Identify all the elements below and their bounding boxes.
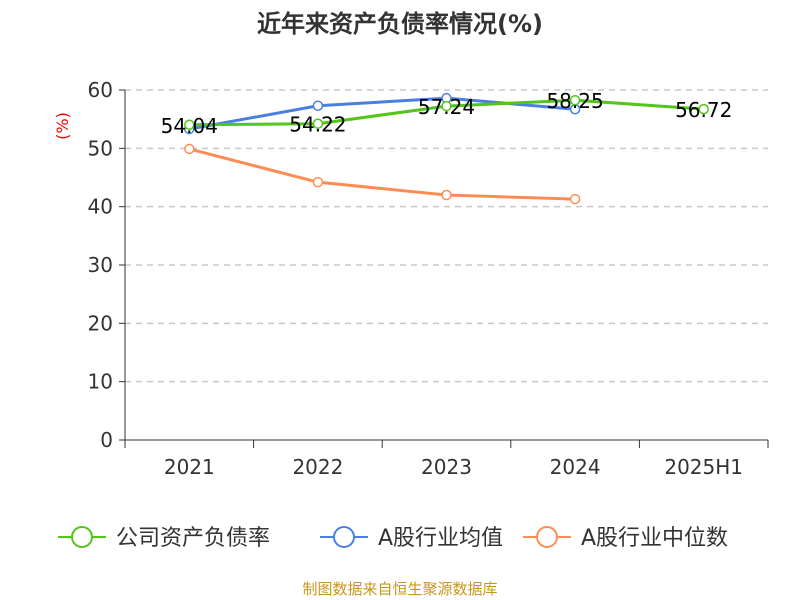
legend-label: A股行业中位数 [581,526,728,551]
data-point [441,100,452,112]
y-tick-label: 40 [88,195,113,219]
data-point [312,118,324,129]
y-tick-label: 50 [88,136,113,160]
data-label: 57.24 [418,95,475,119]
data-point [184,119,195,131]
data-point [569,94,581,106]
data-point [441,189,452,201]
data-label: 58.25 [546,89,603,113]
x-tick-label: 2021 [164,455,215,479]
data-label: 54.04 [161,114,218,138]
data-label: 54.22 [289,113,346,137]
x-tick-label: 2025H1 [664,455,743,479]
data-point [184,143,195,155]
legend-marker [536,526,558,548]
y-tick-label: 10 [88,370,113,394]
y-axis-unit: (%) [53,112,72,140]
x-tick-label: 2024 [550,455,601,479]
data-point [312,100,324,111]
data-point [569,193,581,205]
data-label: 56.72 [675,98,732,122]
y-tick-label: 30 [88,253,113,277]
y-tick-label: 0 [100,428,113,452]
data-point [698,103,709,115]
x-tick-label: 2022 [292,455,343,479]
series-line [188,147,576,201]
y-tick-label: 60 [88,78,113,102]
data-point [312,176,324,188]
legend-marker [71,526,93,548]
y-tick-label: 20 [88,311,113,335]
x-tick-label: 2023 [421,455,472,479]
legend-label: 公司资产负债率 [116,526,270,551]
legend-label: A股行业均值 [378,526,503,551]
source-note: 制图数据来自恒生聚源数据库 [302,580,497,598]
legend-marker [333,526,355,548]
chart-title: 近年来资产负债率情况(%) [257,10,543,38]
